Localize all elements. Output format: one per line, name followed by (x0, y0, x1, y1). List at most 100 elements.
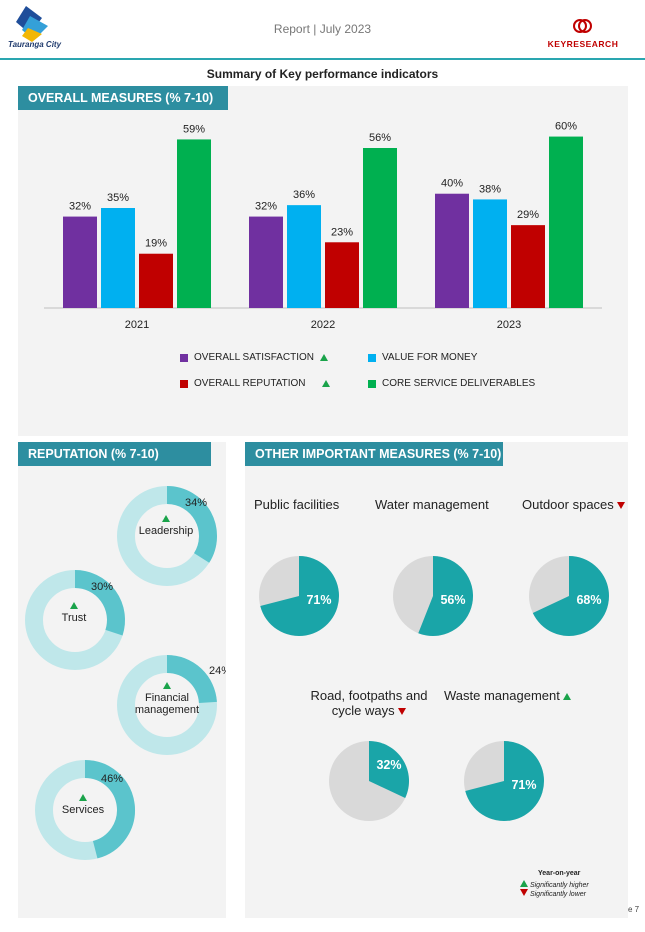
trend-up-icon (70, 602, 78, 609)
bar-value-label: 60% (555, 121, 577, 133)
donut-label: Services (61, 804, 105, 816)
donut-arc (84, 760, 135, 859)
pie-label: Road, footpaths and cycle ways (310, 688, 428, 718)
donut-value-label: 24% (209, 665, 226, 677)
trend-up-icon (320, 354, 329, 361)
bar (101, 208, 135, 308)
pie-value-label: 32% (376, 758, 401, 772)
key-title: Year-on-year (538, 870, 581, 877)
bar-value-label: 36% (293, 189, 315, 201)
x-tick-label: 2021 (125, 319, 149, 331)
key-down: Significantly lower (520, 889, 620, 898)
bar-value-label: 40% (441, 178, 463, 190)
bar-value-label: 19% (145, 238, 167, 250)
bar-value-label: 32% (255, 201, 277, 213)
reputation-tab: REPUTATION (% 7-10) (18, 442, 211, 466)
bar (511, 225, 545, 308)
key-down-label: Significantly lower (529, 891, 586, 898)
bar-value-label: 59% (183, 123, 205, 135)
legend-swatch (180, 379, 188, 388)
logo-right-text: KEYRESEARCH (547, 39, 619, 49)
pie-slice (260, 556, 339, 636)
x-tick-label: 2022 (311, 319, 335, 331)
bar (363, 148, 397, 308)
legend-overall-satisfaction: OVERALL SATISFACTION (180, 352, 329, 363)
legend-swatch (368, 379, 376, 388)
legend-value-for-money: VALUE FOR MONEY (368, 352, 477, 363)
logo-left-text: Tauranga City (8, 40, 62, 49)
bar-value-label: 23% (331, 226, 353, 238)
pie-label: Waste management (444, 688, 560, 703)
bar-value-label: 32% (69, 201, 91, 213)
bar-value-label: 38% (479, 183, 501, 195)
pie-slice (532, 556, 609, 636)
pie-label: Outdoor spaces (522, 497, 614, 512)
tauranga-logo: Tauranga City (8, 4, 68, 54)
legend-label: VALUE FOR MONEY (382, 352, 478, 363)
pie-title-roads: Road, footpaths and cycle ways (303, 688, 435, 718)
legend-core-service: CORE SERVICE DELIVERABLES (368, 378, 535, 389)
legend-label: CORE SERVICE DELIVERABLES (382, 378, 536, 389)
donut-arc (166, 655, 217, 704)
trend-up-icon (163, 682, 171, 689)
trend-down-icon (398, 708, 407, 715)
bar (325, 242, 359, 308)
pie-slice (369, 741, 409, 799)
report-label: Report | July 2023 (273, 22, 372, 36)
trend-up-icon (563, 693, 572, 700)
trend-up-icon (79, 794, 87, 801)
pie-title-waste: Waste management (444, 688, 572, 703)
donut-arc (74, 570, 125, 636)
reputation-donuts: 34% 30% 24% 46% (25, 486, 226, 860)
other-tab: OTHER IMPORTANT MEASURES (% 7-10) (245, 442, 503, 466)
trend-up-icon (321, 380, 330, 387)
donut-value-label: 46% (101, 773, 123, 785)
other-pies: 71% 56% 68% 32% 71% (259, 556, 609, 822)
pie-value-label: 56% (440, 593, 465, 607)
bar (139, 253, 173, 308)
pie-title-water-management: Water management (375, 497, 489, 512)
bar (435, 193, 469, 308)
key-up-label: Significantly higher (529, 882, 589, 889)
page-title: Summary of Key performance indicators (206, 67, 439, 81)
donut-label: Trust (61, 612, 87, 624)
page-number: e 7 (628, 905, 640, 914)
pie-slice (465, 741, 544, 822)
key-up: Significantly higher (520, 880, 620, 889)
bar (287, 205, 321, 308)
keyresearch-logo: KEYRESEARCH (538, 18, 628, 49)
pie-value-label: 68% (576, 593, 601, 607)
year-on-year-key: Year-on-year Significantly higher Signif… (520, 870, 620, 898)
legend-label: OVERALL SATISFACTION (194, 352, 315, 363)
pie-title-outdoor-spaces: Outdoor spaces (522, 497, 626, 512)
donut-leadership: Leadership (126, 513, 206, 537)
pie-title-public-facilities: Public facilities (254, 497, 340, 512)
donut-label: Financial management (134, 692, 200, 716)
donut-trust: Trust (34, 600, 114, 624)
pie-value-label: 71% (511, 778, 536, 792)
donut-value-label: 30% (91, 581, 113, 593)
donut-services: Services (43, 792, 123, 816)
overall-bar-chart: 32% 35% 19% 59% 2021 32% 36% 23% 56% 2022 40% 38% 29… (44, 121, 602, 331)
overall-tab: OVERALL MEASURES (% 7-10) (18, 86, 228, 110)
pie-value-label: 71% (306, 593, 331, 607)
bar (177, 139, 211, 308)
bar-value-label: 29% (517, 209, 539, 221)
bar (249, 216, 283, 308)
legend-swatch (368, 353, 376, 362)
legend-label: OVERALL REPUTATION (194, 378, 306, 389)
header-divider (0, 58, 645, 60)
donut-label: Leadership (138, 525, 194, 537)
overall-legend: OVERALL SATISFACTION VALUE FOR MONEY OVE… (180, 352, 580, 392)
bar (473, 199, 507, 308)
legend-swatch (180, 353, 188, 362)
donut-arc (166, 486, 217, 563)
bar-value-label: 35% (107, 192, 129, 204)
legend-overall-reputation: OVERALL REPUTATION (180, 378, 330, 389)
bar-value-label: 56% (369, 132, 391, 144)
bar (63, 216, 97, 308)
donut-value-label: 34% (185, 497, 207, 509)
trend-up-icon (520, 880, 528, 887)
trend-down-icon (520, 889, 528, 896)
trend-down-icon (617, 502, 626, 509)
